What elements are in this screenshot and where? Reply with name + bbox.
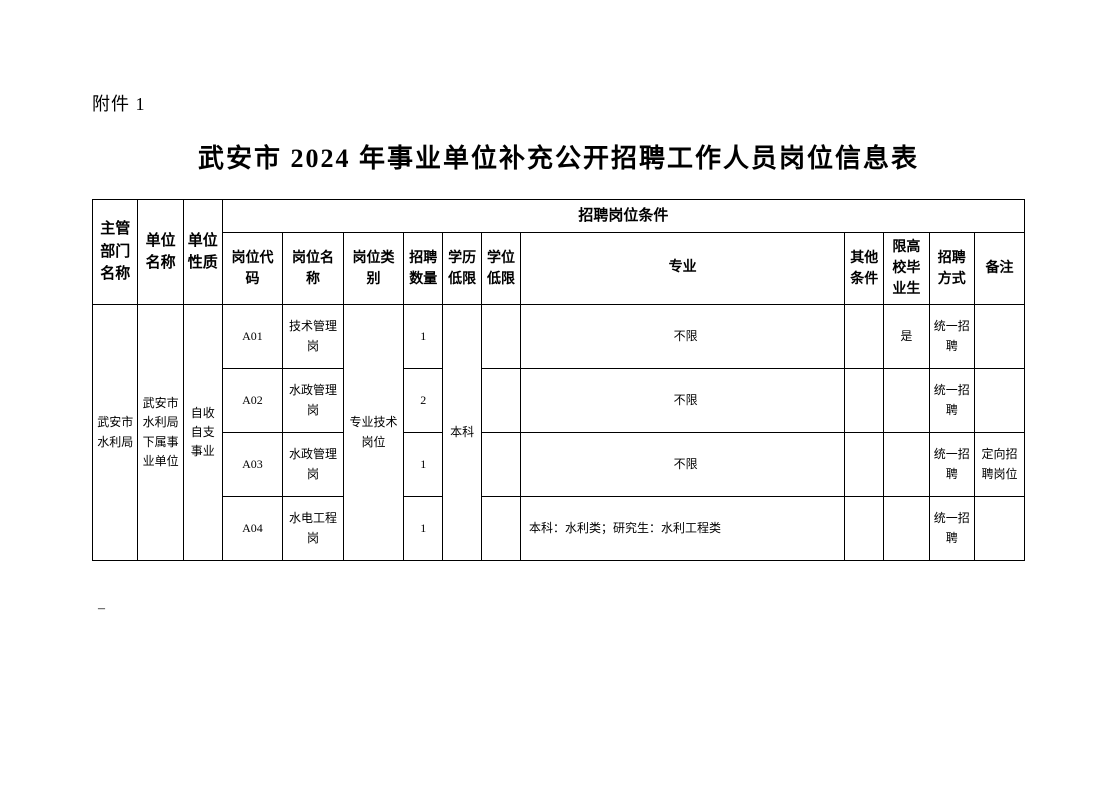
cell-method: 统一招聘 xyxy=(929,369,974,433)
cell-degree xyxy=(482,369,521,433)
header-edu: 学历低限 xyxy=(443,233,482,305)
table-row: 武安市水利局 武安市水利局下属事业单位 自收自支事业 A01 技术管理岗 专业技… xyxy=(93,305,1025,369)
cell-grad: 是 xyxy=(884,305,929,369)
cell-remark xyxy=(974,497,1024,561)
header-unit: 单位名称 xyxy=(138,200,183,305)
cell-method: 统一招聘 xyxy=(929,305,974,369)
table-row: A02 水政管理岗 2 不限 统一招聘 xyxy=(93,369,1025,433)
cell-count: 2 xyxy=(404,369,443,433)
cell-degree xyxy=(482,305,521,369)
page-title: 武安市 2024 年事业单位补充公开招聘工作人员岗位信息表 xyxy=(92,138,1025,175)
cell-edu: 本科 xyxy=(443,305,482,561)
cell-other xyxy=(845,369,884,433)
cell-dept: 武安市水利局 xyxy=(93,305,138,561)
header-grad: 限高校毕业生 xyxy=(884,233,929,305)
cell-other xyxy=(845,497,884,561)
cell-major: 不限 xyxy=(521,305,845,369)
cell-degree xyxy=(482,497,521,561)
table-row: A04 水电工程岗 1 本科：水利类；研究生：水利工程类 统一招聘 xyxy=(93,497,1025,561)
header-degree: 学位低限 xyxy=(482,233,521,305)
cell-count: 1 xyxy=(404,305,443,369)
cell-posname: 水电工程岗 xyxy=(283,497,344,561)
cell-grad xyxy=(884,497,929,561)
header-other: 其他条件 xyxy=(845,233,884,305)
cell-posname: 水政管理岗 xyxy=(283,433,344,497)
cell-posname: 技术管理岗 xyxy=(283,305,344,369)
cell-remark: 定向招聘岗位 xyxy=(974,433,1024,497)
header-group: 招聘岗位条件 xyxy=(222,200,1024,233)
cell-unit: 武安市水利局下属事业单位 xyxy=(138,305,183,561)
cell-major: 不限 xyxy=(521,433,845,497)
header-method: 招聘方式 xyxy=(929,233,974,305)
table-row: A03 水政管理岗 1 不限 统一招聘 定向招聘岗位 xyxy=(93,433,1025,497)
header-nature: 单位性质 xyxy=(183,200,222,305)
cell-code: A03 xyxy=(222,433,283,497)
footer-dash: – xyxy=(92,601,1025,617)
header-code: 岗位代码 xyxy=(222,233,283,305)
cell-degree xyxy=(482,433,521,497)
header-posname: 岗位名称 xyxy=(283,233,344,305)
cell-other xyxy=(845,305,884,369)
cell-method: 统一招聘 xyxy=(929,497,974,561)
attachment-label: 附件 1 xyxy=(92,90,1025,116)
cell-major: 不限 xyxy=(521,369,845,433)
cell-code: A02 xyxy=(222,369,283,433)
cell-grad xyxy=(884,433,929,497)
cell-count: 1 xyxy=(404,433,443,497)
header-remark: 备注 xyxy=(974,233,1024,305)
cell-posname: 水政管理岗 xyxy=(283,369,344,433)
header-count: 招聘数量 xyxy=(404,233,443,305)
cell-remark xyxy=(974,305,1024,369)
cell-other xyxy=(845,433,884,497)
cell-category: 专业技术岗位 xyxy=(343,305,404,561)
header-category: 岗位类别 xyxy=(343,233,404,305)
header-major: 专业 xyxy=(521,233,845,305)
header-dept: 主管部门名称 xyxy=(93,200,138,305)
cell-remark xyxy=(974,369,1024,433)
cell-code: A01 xyxy=(222,305,283,369)
cell-count: 1 xyxy=(404,497,443,561)
recruitment-table: 主管部门名称 单位名称 单位性质 招聘岗位条件 岗位代码 岗位名称 岗位类别 招… xyxy=(92,199,1025,561)
cell-method: 统一招聘 xyxy=(929,433,974,497)
cell-nature: 自收自支事业 xyxy=(183,305,222,561)
cell-code: A04 xyxy=(222,497,283,561)
cell-grad xyxy=(884,369,929,433)
cell-major: 本科：水利类；研究生：水利工程类 xyxy=(521,497,845,561)
